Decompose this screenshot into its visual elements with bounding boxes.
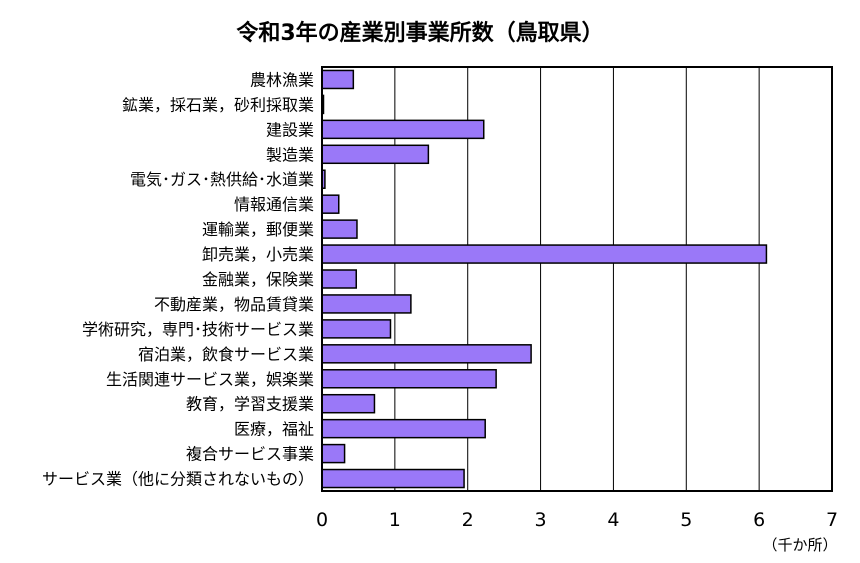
category-label: サービス業（他に分類されないもの）: [42, 470, 314, 489]
category-label: 鉱業，採石業，砂利採取業: [122, 95, 314, 114]
category-label: 生活関連サービス業，娯楽業: [106, 370, 314, 389]
category-label: 学術研究，専門･技術サービス業: [82, 320, 314, 339]
x-tick-label: 4: [607, 509, 619, 531]
x-tick-label: 2: [462, 509, 474, 531]
bar: [321, 319, 392, 339]
bar: [321, 244, 768, 264]
category-label: 電気･ガス･熱供給･水道業: [130, 170, 314, 189]
x-tick-label: 3: [535, 509, 547, 531]
plot-area-frame: [321, 66, 833, 492]
category-label: 製造業: [266, 145, 314, 164]
bar: [321, 393, 376, 414]
category-label: 卸売業，小売業: [202, 245, 314, 264]
category-label: 教育，学習支援業: [186, 395, 314, 414]
bar: [321, 443, 346, 464]
chart-title: 令和3年の産業別事業所数（鳥取県）: [236, 20, 603, 46]
bars: [321, 69, 768, 489]
x-axis-unit-label: （千か所）: [762, 536, 837, 554]
category-label: 建設業: [266, 120, 314, 139]
bar: [321, 219, 358, 239]
bar: [321, 144, 430, 165]
bar: [321, 369, 497, 389]
category-label: 農林漁業: [250, 70, 314, 89]
bar: [321, 69, 355, 90]
bar: [321, 194, 340, 214]
category-label: 宿泊業，飲食サービス業: [138, 345, 314, 364]
bar: [321, 468, 465, 489]
category-label: 医療，福祉: [234, 420, 314, 439]
x-tick-label: 6: [753, 509, 765, 531]
x-tick-labels: 0 1 2 3 4 5 6 7: [316, 509, 838, 531]
category-label: 複合サービス事業: [186, 445, 314, 464]
category-label: 情報通信業: [234, 195, 314, 214]
x-tick-label: 5: [680, 509, 692, 531]
category-labels: 農林漁業鉱業，採石業，砂利採取業建設業製造業電気･ガス･熱供給･水道業情報通信業…: [42, 70, 314, 488]
category-label: 運輸業，郵便業: [202, 220, 314, 239]
x-tick-label: 0: [316, 509, 328, 531]
bar: [321, 344, 532, 364]
x-tick-label: 7: [826, 509, 838, 531]
category-label: 不動産業，物品賃貸業: [154, 295, 314, 314]
category-label: 金融業，保険業: [202, 270, 314, 289]
bar: [321, 269, 357, 289]
bar: [321, 418, 486, 439]
bar: [321, 119, 485, 140]
x-tick-label: 1: [389, 509, 401, 531]
bar: [321, 294, 412, 314]
